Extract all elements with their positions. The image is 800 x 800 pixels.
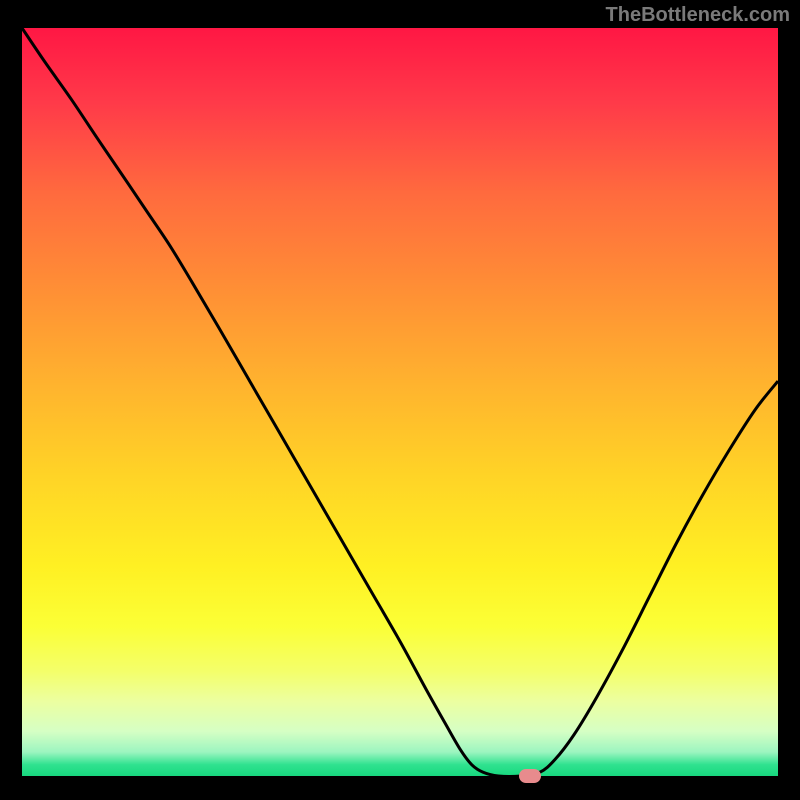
bottleneck-curve	[22, 28, 778, 776]
attribution-text: TheBottleneck.com	[606, 4, 790, 27]
optimal-marker	[519, 769, 541, 783]
chart-plot-area	[22, 28, 778, 776]
bottleneck-curve-path	[22, 28, 778, 776]
